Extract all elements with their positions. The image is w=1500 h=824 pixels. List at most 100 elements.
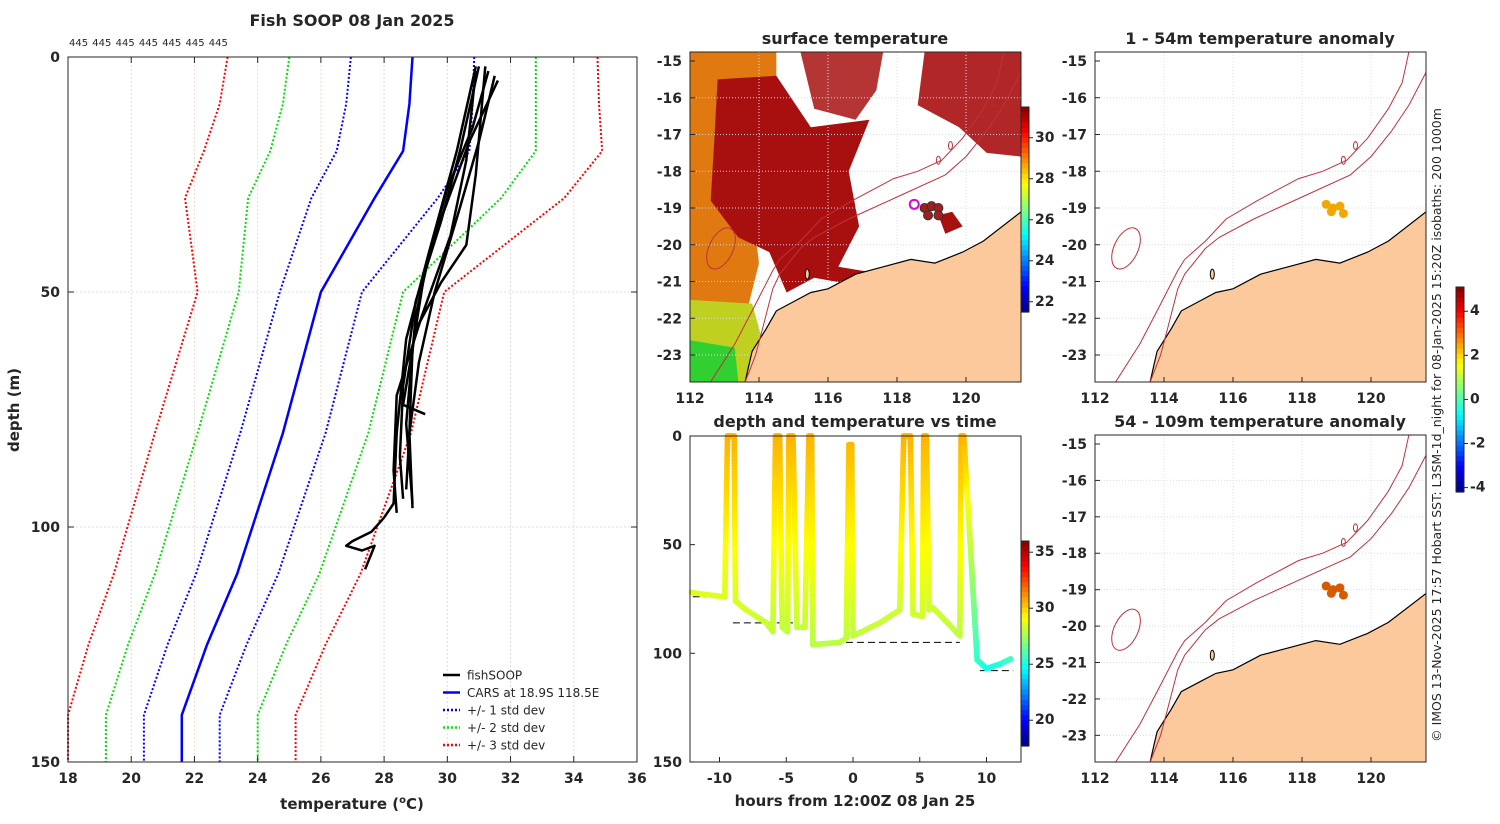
x-tick-label: 116 [1218,771,1247,787]
island-outline [706,227,736,270]
reef-outline [935,155,941,165]
colorbar-segment [1021,148,1029,154]
legend-label: CARS at 18.9S 118.5E [467,686,599,700]
colorbar-segment [1021,735,1029,742]
legend-label: +/- 2 std dev [467,721,545,735]
x-tick-label: 28 [374,771,393,787]
y-tick-label: 0 [672,429,682,445]
colorbar-segment [1021,658,1029,665]
y-tick-label: -19 [1062,583,1087,599]
colorbar-segment [1021,107,1029,113]
y-tick-label: -17 [1062,128,1087,144]
colorbar-segment [1021,730,1029,737]
colorbar-segment [1456,456,1464,462]
y-tick-label: 0 [50,50,60,66]
colorbar-segment [1021,653,1029,660]
colorbar-segment [1456,471,1464,478]
colorbar-segment [1456,328,1464,334]
std-dev-2-line [104,56,291,762]
colorbar-segment [1021,633,1029,639]
legend-label: +/- 1 std dev [467,704,545,718]
x-tick-label: 24 [248,771,268,787]
observation-marker [1321,581,1331,591]
anomaly-map-54-109m: 112 114 116 118 120-15-16-17-18-19-20-21-22-… [1062,286,1486,787]
colorbar-segment [1021,740,1029,747]
colorbar-segment [1456,404,1464,411]
isobath-line [710,52,1005,382]
x-tick-label: 118 [1287,391,1316,407]
colorbar-segment [1021,260,1029,267]
colorbar-segment [1021,296,1029,303]
observation-marker [1338,209,1348,219]
cars-mean-line [180,56,414,762]
land [745,211,1021,382]
colorbar-segment [1021,235,1029,241]
colorbar-segment [1021,199,1029,205]
y-tick-label: -18 [1062,164,1087,180]
plot-frame [67,56,638,763]
std-dev-2-line [256,57,537,762]
colorbar-segment [1021,699,1029,706]
std-dev-1-line [142,56,352,762]
y-tick-label: -15 [1062,54,1087,70]
sst-title: surface temperature [762,29,949,48]
colorbar-segment [1021,127,1029,134]
colorbar-tick-label: 25 [1035,656,1054,672]
profile-count-label: 445 [139,38,158,49]
anomaly2-title: 54 - 109m temperature anomaly [1114,412,1406,431]
colorbar-tick-label: -2 [1470,436,1486,452]
colorbar-tick-label: 24 [1035,253,1055,269]
profile-count-label: 445 [186,38,205,49]
y-tick-label: 150 [653,755,682,771]
y-tick-label: 100 [31,520,60,536]
colorbar-segment [1456,415,1464,421]
colorbar-segment [1021,643,1029,650]
colorbar-segment [1021,612,1029,619]
observation-marker [1338,590,1348,600]
colorbar-segment [1456,425,1464,432]
colorbar-segment [1021,301,1029,308]
reef-outline [1340,537,1346,547]
colorbar-segment [1021,183,1029,190]
colorbar-segment [1021,587,1029,593]
map-content [690,52,1021,382]
colorbar-segment [1021,153,1029,159]
reef-outline [1340,155,1346,165]
colorbar-segment [1021,679,1029,686]
profile-panel: 18 20 22 24 26 28 30 32 34 36 0 50 100 150 445 445 445 44… [31,38,647,787]
colorbar-tick-label: 30 [1035,600,1055,616]
profile-title: Fish SOOP 08 Jan 2025 [250,11,455,30]
sst-hot-patch [938,211,963,234]
colorbar-segment [1021,628,1029,634]
colorbar-segment [1456,307,1464,314]
legend-label: fishSOOP [467,669,522,683]
current-position-marker [908,198,920,210]
colorbar-tick-label: 30 [1035,130,1055,146]
colorbar-segment [1021,132,1029,139]
y-tick-label: -16 [1062,473,1087,489]
profile-count-label: 445 [116,38,135,49]
land [1150,211,1426,382]
fishsoop-profile-line [344,66,478,570]
x-tick-label: 34 [564,771,584,787]
y-tick-label: -20 [1062,238,1088,254]
x-tick-label: 118 [882,391,911,407]
y-tick-label: -15 [1062,437,1087,453]
y-tick-label: -23 [1062,348,1087,364]
colorbar-segment [1456,363,1464,370]
colorbar-segment [1021,137,1029,144]
profile-count-label: 445 [209,38,228,49]
island-outline [1111,608,1141,651]
colorbar-segment [1021,240,1029,246]
colorbar-segment [1021,276,1029,282]
colorbar-tick-label: 0 [1470,391,1480,407]
y-tick-label: -20 [1062,619,1088,635]
colorbar-segment [1456,481,1464,488]
y-tick-label: -21 [1062,655,1087,671]
colorbar-segment [1021,669,1029,675]
colorbar-segment [1021,561,1029,568]
y-tick-label: -19 [1062,201,1087,217]
colorbar-tick-label: 28 [1035,171,1054,187]
colorbar-segment [1021,541,1029,547]
